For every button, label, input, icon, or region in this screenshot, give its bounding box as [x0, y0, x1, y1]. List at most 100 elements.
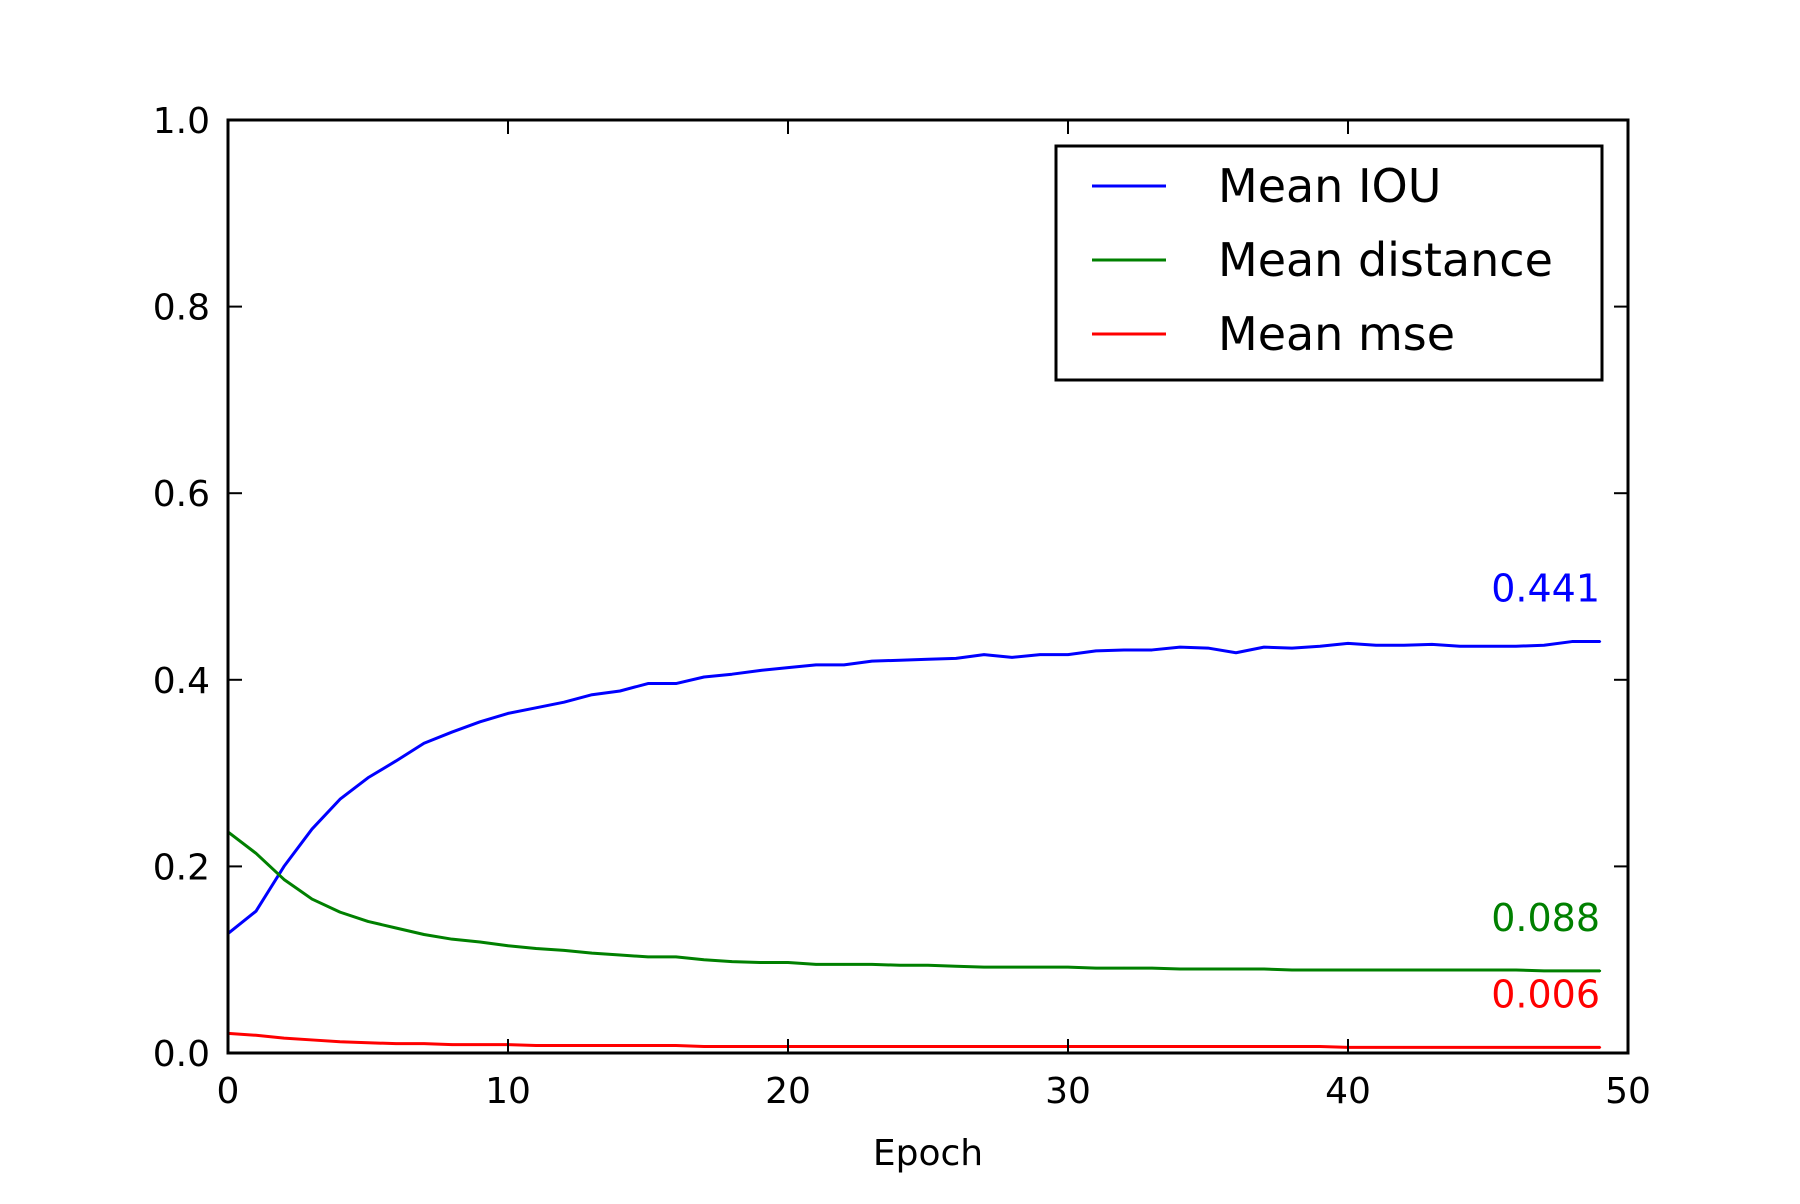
data-point-mean-iou	[1150, 648, 1154, 652]
data-point-mean-distance	[1402, 968, 1406, 972]
data-point-mean-distance	[254, 852, 258, 855]
data-point-mean-iou	[870, 659, 874, 663]
data-point-mean-iou	[478, 720, 482, 723]
data-point-mean-distance	[814, 963, 818, 966]
data-point-mean-iou	[730, 673, 734, 676]
data-point-mean-distance	[674, 955, 678, 959]
final-value-labels-layer: 0.441 0.088 0.006	[1491, 567, 1600, 1017]
data-point-mean-mse	[758, 1045, 762, 1048]
data-point-mean-mse	[562, 1044, 566, 1047]
data-point-mean-iou	[1402, 644, 1406, 647]
data-point-mean-distance	[422, 933, 426, 936]
data-point-mean-distance	[1122, 966, 1126, 970]
data-point-mean-iou	[506, 712, 510, 715]
data-point-mean-iou	[338, 798, 342, 801]
data-point-mean-mse	[534, 1044, 538, 1047]
data-point-mean-iou	[450, 730, 454, 734]
data-point-mean-iou	[1542, 644, 1546, 647]
data-point-mean-distance	[786, 961, 790, 964]
data-point-mean-mse	[478, 1043, 482, 1046]
data-point-mean-mse	[450, 1043, 454, 1046]
data-point-mean-mse	[982, 1045, 986, 1048]
data-point-mean-distance	[1038, 965, 1042, 969]
x-tick-label: 50	[1605, 1071, 1651, 1112]
data-point-mean-iou	[1290, 646, 1294, 650]
y-tick-label: 0.0	[153, 1034, 210, 1075]
data-point-mean-distance	[1178, 967, 1182, 971]
data-point-mean-mse	[646, 1044, 650, 1047]
data-point-mean-iou	[814, 663, 818, 667]
data-point-mean-mse	[1402, 1046, 1406, 1049]
data-point-mean-iou	[1010, 656, 1014, 659]
data-point-mean-distance	[478, 940, 482, 944]
data-point-mean-distance	[1150, 966, 1154, 970]
data-point-mean-iou	[282, 865, 286, 868]
data-point-mean-distance	[1290, 968, 1294, 972]
data-point-mean-iou	[1262, 645, 1266, 649]
data-point-mean-mse	[1262, 1045, 1266, 1048]
series-line-mean-mse	[227, 1031, 1600, 1049]
data-point-mean-distance	[1010, 965, 1014, 969]
data-point-mean-iou	[926, 658, 930, 661]
data-point-mean-distance	[450, 937, 454, 941]
data-point-mean-mse	[1570, 1046, 1574, 1049]
data-point-mean-iou	[898, 659, 902, 662]
data-point-mean-mse	[954, 1045, 958, 1048]
final-value-label-mean-distance: 0.088	[1491, 896, 1600, 940]
series-line-mean-iou	[227, 640, 1600, 935]
x-tick-label: 30	[1045, 1071, 1091, 1112]
x-axis-title: Epoch	[873, 1133, 983, 1174]
data-point-mean-iou	[702, 675, 706, 679]
data-point-mean-mse	[926, 1045, 930, 1048]
data-point-mean-distance	[1486, 968, 1490, 972]
data-point-mean-iou	[422, 742, 426, 745]
data-point-mean-distance	[1066, 965, 1070, 969]
data-point-mean-iou	[1066, 653, 1070, 656]
data-point-mean-mse	[590, 1044, 594, 1047]
data-point-mean-iou	[590, 693, 594, 696]
final-value-label-mean-iou: 0.441	[1491, 567, 1600, 611]
data-point-mean-distance	[338, 910, 342, 914]
data-point-mean-iou	[534, 706, 538, 709]
axes-layer: 0 10 20 30 40 50 0.0 0.2 0.4 0.6 0.8 1.0	[153, 101, 1651, 1112]
data-point-mean-distance	[1094, 966, 1098, 970]
data-point-mean-mse	[730, 1045, 734, 1048]
y-tick-label: 0.2	[153, 847, 210, 888]
data-point-mean-mse	[618, 1044, 622, 1047]
data-point-mean-mse	[1010, 1045, 1014, 1048]
data-point-mean-distance	[646, 955, 650, 959]
data-point-mean-iou	[1486, 645, 1490, 648]
data-point-mean-distance	[730, 960, 734, 963]
x-tick-label: 40	[1325, 1071, 1371, 1112]
data-point-mean-mse	[1206, 1045, 1210, 1048]
data-point-mean-mse	[394, 1042, 398, 1045]
data-point-mean-distance	[282, 878, 286, 881]
data-point-mean-mse	[366, 1041, 370, 1044]
data-point-mean-iou	[618, 689, 622, 693]
data-point-mean-iou	[1514, 645, 1518, 648]
data-point-mean-distance	[394, 926, 398, 930]
series-lines-layer	[226, 640, 1602, 1049]
data-point-mean-distance	[506, 944, 510, 947]
y-tick-label: 0.6	[153, 474, 210, 515]
data-point-mean-distance	[1206, 967, 1210, 971]
data-point-mean-distance	[1598, 969, 1602, 973]
data-point-mean-mse	[1486, 1046, 1490, 1049]
data-point-mean-mse	[898, 1045, 902, 1048]
data-point-mean-iou	[646, 682, 650, 685]
data-point-mean-mse	[282, 1036, 286, 1040]
data-point-mean-distance	[1514, 968, 1518, 972]
data-point-mean-distance	[926, 964, 930, 967]
data-point-mean-mse	[1318, 1045, 1322, 1048]
data-point-mean-distance	[1458, 968, 1462, 972]
data-point-mean-mse	[422, 1042, 426, 1045]
data-point-mean-mse	[842, 1045, 846, 1048]
data-point-mean-mse	[1430, 1046, 1434, 1049]
series-line-mean-distance	[227, 830, 1600, 973]
data-point-mean-distance	[758, 961, 762, 964]
data-point-mean-mse	[1094, 1045, 1098, 1048]
data-point-mean-iou	[1598, 640, 1602, 643]
data-point-mean-iou	[786, 666, 790, 669]
legend-label-mean-iou: Mean IOU	[1218, 159, 1441, 213]
